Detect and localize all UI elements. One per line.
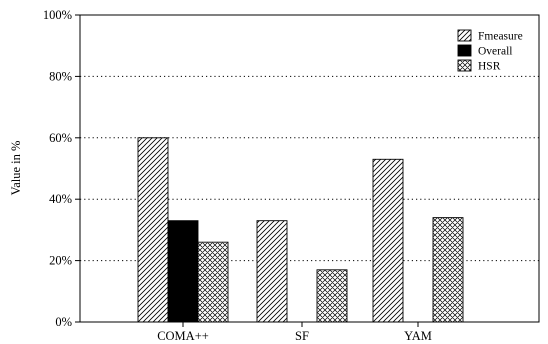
legend-label-hsr: HSR — [478, 61, 501, 73]
bar-hsr-yam — [432, 217, 464, 323]
plot-frame — [79, 14, 540, 323]
legend-swatch-overall — [457, 44, 472, 57]
legend-label-fmeasure: Fmeasure — [478, 31, 523, 43]
bar-fmeasure-sf — [256, 220, 288, 323]
y-axis-ticks: 0% 20% 40% 60% 80% 100% — [43, 8, 80, 329]
bar-fmeasure-coma — [137, 137, 169, 323]
legend-swatch-hsr — [457, 59, 472, 72]
bar-overall-coma — [167, 220, 199, 323]
y-tick-label: 40% — [49, 192, 72, 206]
bar-fmeasure-yam — [372, 158, 404, 323]
x-tick-label: SF — [295, 329, 309, 343]
x-axis-ticks: COMA++ SF YAM — [157, 322, 432, 343]
bars — [137, 137, 464, 323]
y-tick-label: 20% — [49, 254, 72, 268]
x-tick-label: COMA++ — [157, 329, 209, 343]
y-tick-label: 80% — [49, 69, 72, 83]
y-tick-label: 100% — [43, 8, 72, 22]
bar-hsr-coma — [197, 241, 229, 323]
y-tick-label: 0% — [55, 315, 72, 329]
bar-hsr-sf — [316, 269, 348, 323]
legend-swatch-fmeasure — [457, 29, 472, 42]
axes — [79, 14, 540, 323]
y-tick-label: 60% — [49, 131, 72, 145]
x-tick-label: YAM — [404, 329, 432, 343]
legend-label-overall: Overall — [478, 46, 512, 58]
legend: Fmeasure Overall HSR — [457, 29, 523, 73]
y-axis-title: Value in % — [9, 141, 23, 196]
